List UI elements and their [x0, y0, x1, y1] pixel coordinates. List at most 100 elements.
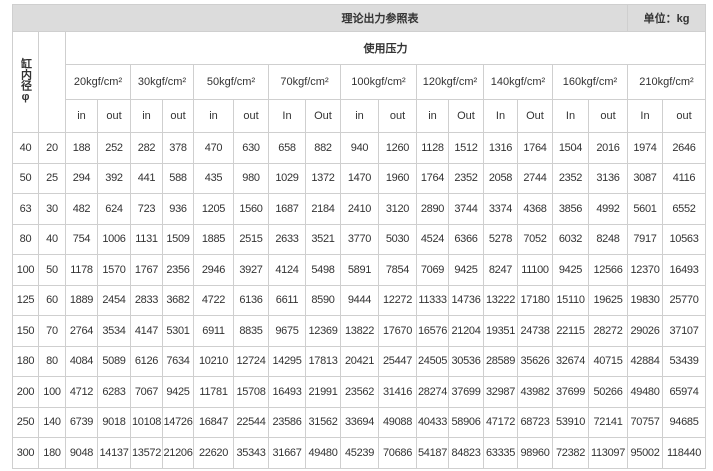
rod-cell: 140 [38, 406, 66, 438]
force-cell: 4524 [416, 223, 449, 255]
force-cell: 9425 [552, 254, 589, 286]
force-cell: 6283 [97, 376, 131, 408]
direction-header: out [233, 99, 269, 133]
rod-cell: 180 [38, 437, 66, 469]
force-cell: 10563 [662, 223, 706, 255]
force-cell: 16576 [416, 315, 449, 347]
table-row: 63 30 482 624 723 936 1205 1560 1687 2184 2410 3120… [12, 193, 706, 225]
force-cell: 8247 [483, 254, 518, 286]
force-cell: 15708 [233, 376, 269, 408]
force-cell: 31416 [378, 376, 417, 408]
force-cell: 2184 [305, 193, 341, 225]
force-cell: 252 [97, 132, 131, 164]
force-cell: 294 [65, 162, 98, 194]
force-cell: 49088 [378, 406, 417, 438]
force-cell: 1570 [97, 254, 131, 286]
force-cell: 3927 [233, 254, 269, 286]
force-cell: 1764 [416, 162, 449, 194]
direction-header: in [340, 99, 379, 133]
force-cell: 13222 [483, 284, 518, 316]
force-cell: 28272 [588, 315, 628, 347]
force-cell: 1006 [97, 223, 131, 255]
force-cell: 37699 [448, 376, 484, 408]
force-cell: 6126 [130, 345, 163, 377]
force-cell: 1764 [517, 132, 553, 164]
force-cell: 2016 [588, 132, 628, 164]
force-cell: 378 [162, 132, 194, 164]
force-cell: 6739 [65, 406, 98, 438]
force-cell: 12724 [233, 345, 269, 377]
force-cell: 8835 [233, 315, 269, 347]
force-cell: 5089 [97, 345, 131, 377]
table-row: 100 50 1178 1570 1767 2356 2946 3927 4124 5498 589… [12, 254, 706, 286]
force-cell: 65974 [662, 376, 706, 408]
force-cell: 33694 [340, 406, 379, 438]
force-cell: 29026 [627, 315, 663, 347]
force-cell: 10108 [130, 406, 163, 438]
bore-cell: 300 [12, 437, 39, 469]
force-cell: 21991 [305, 376, 341, 408]
force-cell: 630 [233, 132, 269, 164]
force-cell: 4124 [268, 254, 306, 286]
force-cell: 5278 [483, 223, 518, 255]
bore-cell: 180 [12, 345, 39, 377]
force-cell: 2890 [416, 193, 449, 225]
pressure-header: 210kgf/cm² [627, 64, 706, 100]
force-cell: 40715 [588, 345, 628, 377]
pressure-header: 30kgf/cm² [130, 64, 194, 100]
force-cell: 11100 [517, 254, 553, 286]
direction-header: In [627, 99, 663, 133]
force-cell: 54187 [416, 437, 449, 469]
direction-header: In [483, 99, 518, 133]
force-cell: 14726 [162, 406, 194, 438]
force-cell: 22115 [552, 315, 589, 347]
pressure-header: 120kgf/cm² [416, 64, 484, 100]
table-row: 300 180 9048 14137 13572 21206 22620 35343 31667… [12, 437, 706, 469]
force-cell: 16847 [193, 406, 234, 438]
force-cell: 1889 [65, 284, 98, 316]
force-cell: 15110 [552, 284, 589, 316]
force-cell: 2946 [193, 254, 234, 286]
rod-cell: 50 [38, 254, 66, 286]
force-cell: 1767 [130, 254, 163, 286]
direction-header: in [416, 99, 449, 133]
force-cell: 7069 [416, 254, 449, 286]
force-cell: 72382 [552, 437, 589, 469]
force-cell: 5030 [378, 223, 417, 255]
force-cell: 1512 [448, 132, 484, 164]
force-cell: 14295 [268, 345, 306, 377]
force-cell: 1885 [193, 223, 234, 255]
force-cell: 23586 [268, 406, 306, 438]
rod-cell: 60 [38, 284, 66, 316]
force-cell: 98960 [517, 437, 553, 469]
force-cell: 2633 [268, 223, 306, 255]
force-cell: 9425 [448, 254, 484, 286]
force-cell: 21206 [162, 437, 194, 469]
force-cell: 13572 [130, 437, 163, 469]
force-cell: 5498 [305, 254, 341, 286]
direction-header: Out [305, 99, 341, 133]
force-cell: 588 [162, 162, 194, 194]
force-cell: 3087 [627, 162, 663, 194]
force-cell: 45239 [340, 437, 379, 469]
title-row: 理论出力参照表 单位：kg [12, 4, 706, 32]
force-cell: 1504 [552, 132, 589, 164]
force-cell: 50266 [588, 376, 628, 408]
force-cell: 658 [268, 132, 306, 164]
direction-header: In [552, 99, 589, 133]
force-cell: 37699 [552, 376, 589, 408]
pressure-header: 140kgf/cm² [483, 64, 553, 100]
force-cell: 7854 [378, 254, 417, 286]
pressure-header: 100kgf/cm² [340, 64, 417, 100]
force-cell: 58906 [448, 406, 484, 438]
force-cell: 11781 [193, 376, 234, 408]
force-cell: 94685 [662, 406, 706, 438]
direction-header: Out [448, 99, 484, 133]
force-cell: 95002 [627, 437, 663, 469]
force-cell: 17670 [378, 315, 417, 347]
force-cell: 30536 [448, 345, 484, 377]
force-cell: 3856 [552, 193, 589, 225]
force-cell: 482 [65, 193, 98, 225]
force-cell: 12369 [305, 315, 341, 347]
direction-header: out [378, 99, 417, 133]
